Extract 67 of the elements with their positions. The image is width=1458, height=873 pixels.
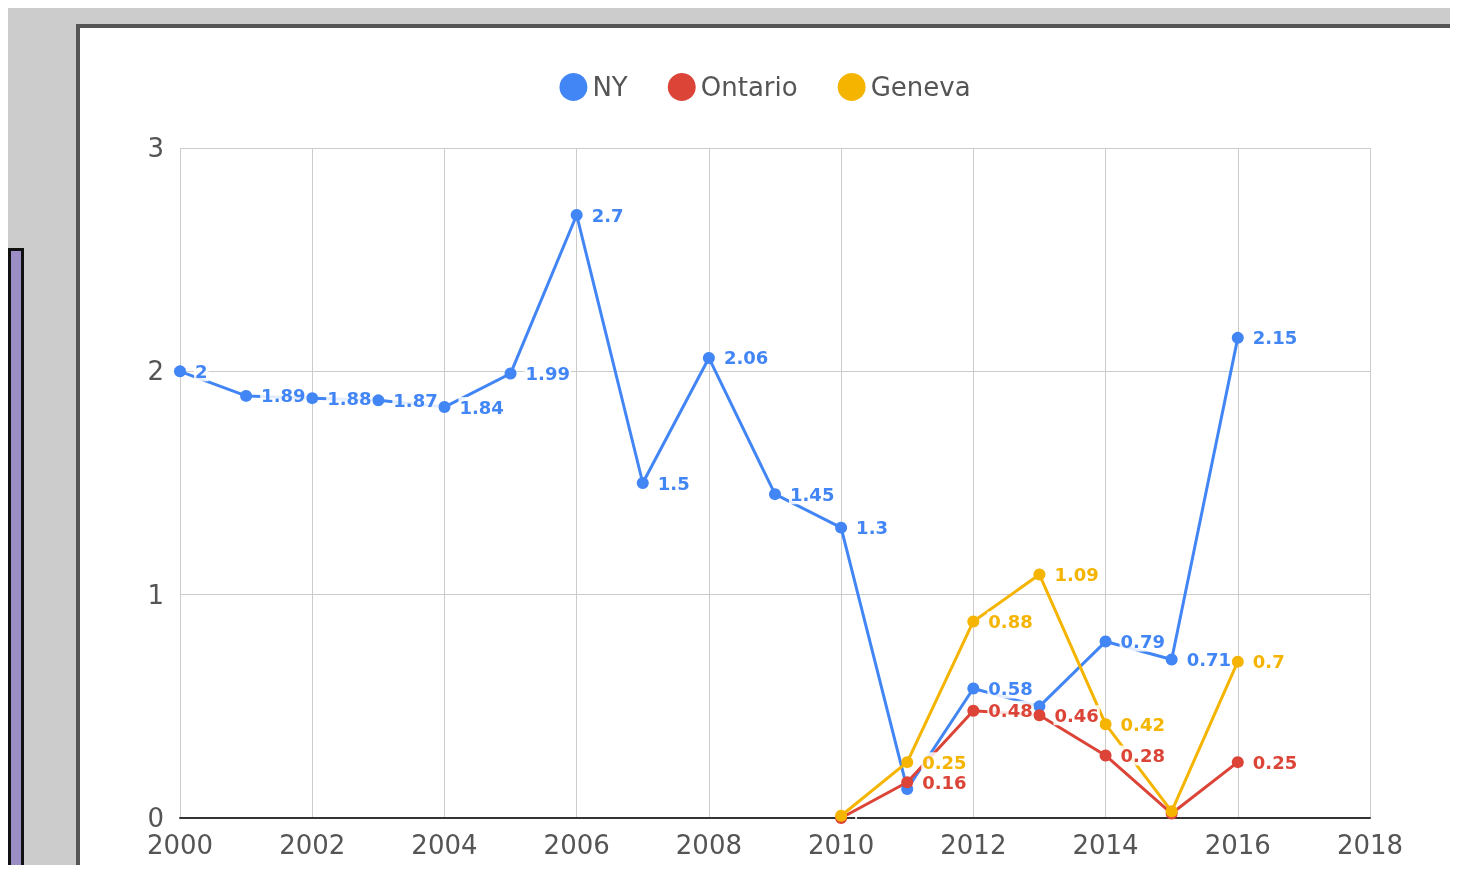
point [901,756,914,769]
data-label: 2.15 [1252,327,1298,349]
point [1231,331,1244,344]
legend-label: Ontario [700,72,798,102]
point [174,365,186,378]
point [1033,568,1046,581]
x-tick-label: 2018 [1336,830,1404,860]
point [306,392,319,405]
point [967,682,980,695]
point [636,477,649,489]
data-label: 0.79 [1120,631,1165,653]
x-tick-label: 2014 [1072,830,1139,860]
y-tick-label: 0 [147,803,164,833]
point [769,488,781,501]
point [438,401,451,414]
data-label: 2 [195,360,208,382]
legend-label: NY [592,72,628,102]
data-label: 2.7 [591,204,624,226]
point [1099,749,1112,762]
data-label: 1.89 [261,385,306,407]
y-tick-label: 1 [147,579,164,610]
y-tick-label: 2 [147,356,164,387]
data-label: 1.45 [790,483,835,505]
point [240,389,253,402]
point [901,776,914,789]
data-label: 1.5 [657,472,690,494]
point [702,351,715,364]
data-label: 0.71 [1186,648,1232,670]
point [1231,655,1244,668]
data-label: 0.25 [922,751,967,773]
x-tick-label: 2012 [940,830,1007,860]
data-label: 1.88 [327,387,372,409]
x-tick-label: 2004 [411,830,478,860]
point [835,521,848,534]
data-label: 0.28 [1120,744,1165,766]
point [1231,756,1244,769]
data-label: 1.84 [459,396,504,418]
data-label: 0.88 [988,610,1033,632]
data-label: 2.06 [723,347,769,369]
x-tick-label: 2002 [279,830,346,860]
data-label: 0.46 [1054,704,1099,726]
x-tick-label: 2010 [808,830,875,860]
point [504,367,517,380]
x-tick-label: 2000 [146,830,214,860]
data-label: 1.87 [393,389,438,411]
point [1099,718,1112,731]
point [570,209,583,221]
data-label: 0.16 [922,771,967,793]
data-label: 0.7 [1252,651,1285,673]
data-label: 0.25 [1252,751,1298,773]
data-label: 1.09 [1054,564,1099,586]
point [967,704,980,717]
x-tick-label: 2016 [1204,830,1271,860]
data-label: 1.99 [525,363,570,385]
x-tick-label: 2006 [543,830,610,860]
point [967,615,980,628]
legend-label: Geneva [870,72,971,102]
data-label: 0.42 [1120,713,1165,735]
point [1099,635,1112,648]
point [1165,653,1178,666]
point [1033,709,1046,722]
data-label: 0.58 [988,677,1033,699]
point [372,394,385,407]
x-tick-label: 2008 [675,830,742,860]
y-tick-label: 3 [147,133,164,163]
data-label: 1.3 [856,517,888,539]
data-label: 0.48 [988,700,1033,722]
